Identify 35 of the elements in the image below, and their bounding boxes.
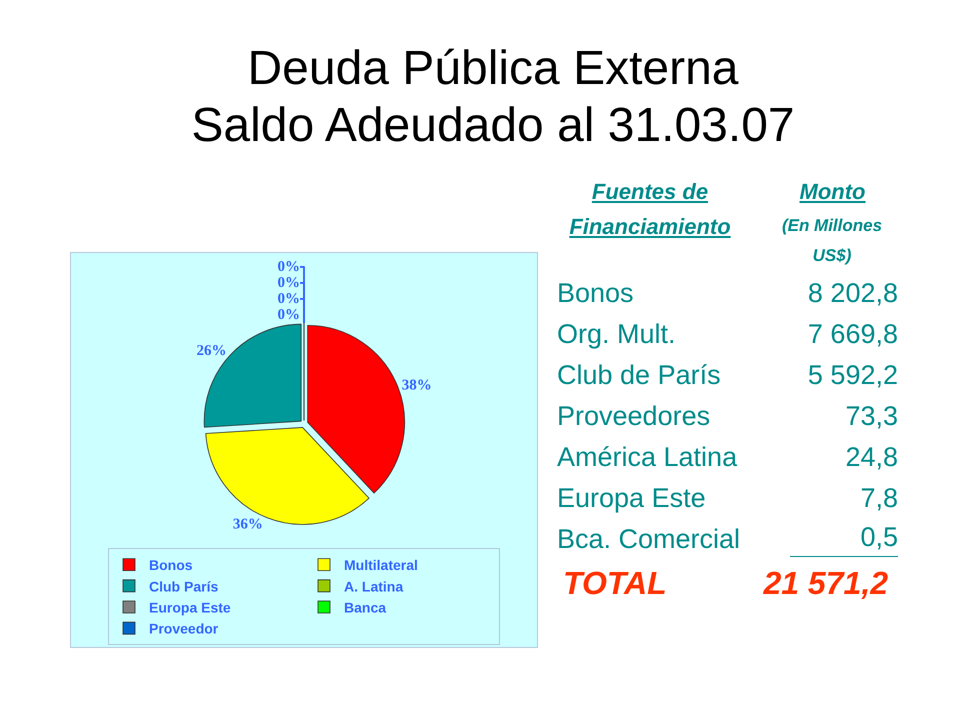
- legend-label: Proveedor: [149, 620, 219, 637]
- text: 24,8: [845, 442, 898, 472]
- legend-label: A. Latina: [344, 578, 404, 594]
- data-label: 26%: [196, 343, 226, 360]
- legend-label: Multilateral: [344, 557, 418, 574]
- category-label: Bonos: [557, 277, 634, 310]
- data-label: 38%: [402, 378, 432, 394]
- category-label: Club de París: [557, 359, 721, 392]
- category-label: Org. Mult.: [557, 318, 676, 351]
- chart-subtitle: Saldo Adeudado al 31.03.07: [190, 98, 796, 154]
- chart-title: Deuda Pública Externa: [246, 41, 740, 97]
- legend-label: Club París: [149, 578, 218, 594]
- category-label: Europa Este: [557, 482, 706, 515]
- text: 0%: [278, 274, 300, 291]
- text: 7,8: [860, 483, 898, 513]
- text: 5 592,2: [808, 360, 898, 390]
- category-label: América Latina: [557, 441, 738, 474]
- text: 7 669,8: [808, 319, 898, 349]
- text: 0%: [278, 306, 300, 323]
- category-label: Bca. Comercial: [557, 523, 740, 556]
- text: 21 571,2: [763, 565, 888, 601]
- category-label: Proveedores: [557, 400, 710, 433]
- data-label: 36%: [232, 516, 263, 533]
- text: 8 202,8: [808, 278, 898, 308]
- source-note: Fuentes de Financiamiento: [568, 178, 732, 241]
- text: TOTAL: [563, 564, 667, 603]
- text: Monto: [798, 178, 866, 206]
- text: 0,5: [860, 522, 898, 552]
- legend-label: Europa Este: [149, 599, 231, 616]
- text: 0%: [278, 290, 300, 307]
- legend-label: Banca: [344, 599, 386, 616]
- legend-label: Bonos: [149, 557, 193, 574]
- text: 0%: [278, 258, 300, 275]
- text: (En Millones US$): [780, 215, 884, 267]
- text: 73,3: [845, 401, 898, 431]
